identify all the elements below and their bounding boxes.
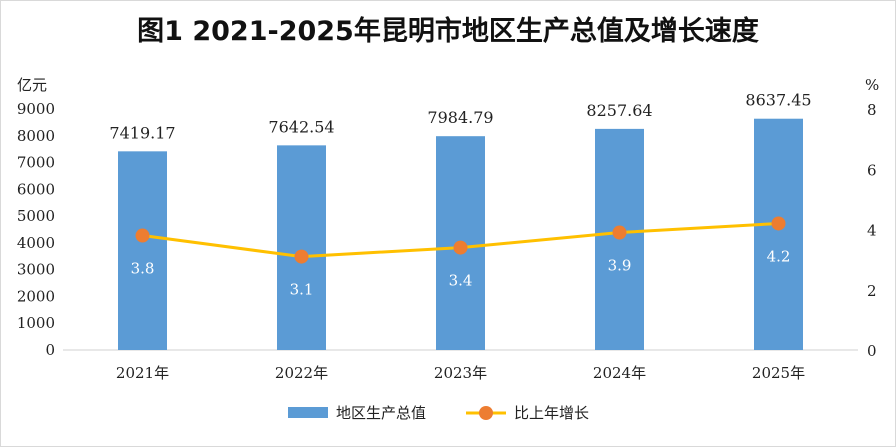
growth-marker — [612, 225, 627, 240]
bar-value-label: 7419.17 — [109, 123, 175, 142]
y-right-tick-label: 2 — [867, 282, 877, 300]
x-tick-label: 2023年 — [434, 364, 487, 382]
growth-marker — [135, 228, 150, 243]
x-tick-label: 2022年 — [275, 364, 328, 382]
chart-title: 图1 2021-2025年昆明市地区生产总值及增长速度 — [137, 16, 759, 47]
y-left-tick-label: 2000 — [17, 287, 55, 305]
legend-bar-swatch — [288, 407, 328, 418]
x-tick-label: 2025年 — [752, 364, 805, 382]
growth-value-label: 3.9 — [608, 257, 632, 275]
bar-value-label: 8637.45 — [745, 91, 811, 110]
growth-marker — [453, 240, 468, 255]
y-left-tick-label: 6000 — [17, 180, 55, 198]
y-right-unit: % — [865, 76, 879, 94]
y-left-unit: 亿元 — [17, 76, 47, 94]
growth-value-label: 3.8 — [131, 260, 155, 278]
y-left-tick-label: 8000 — [17, 127, 55, 145]
growth-value-label: 3.4 — [449, 272, 473, 290]
y-left-tick-label: 3000 — [17, 261, 55, 279]
bar-value-label: 7642.54 — [268, 117, 334, 136]
bar-value-label: 8257.64 — [586, 101, 652, 120]
growth-marker — [771, 216, 786, 231]
y-left-tick-label: 5000 — [17, 207, 55, 225]
bar — [118, 151, 167, 350]
y-right-tick-label: 4 — [867, 222, 877, 240]
y-left-tick-label: 4000 — [17, 234, 55, 252]
legend-bar-label: 地区生产总值 — [336, 404, 426, 422]
y-right-tick-label: 6 — [867, 161, 877, 179]
bar — [277, 145, 326, 350]
x-tick-label: 2021年 — [116, 364, 169, 382]
growth-value-label: 4.2 — [767, 247, 791, 265]
growth-marker — [294, 249, 309, 264]
y-left-tick-label: 7000 — [17, 154, 55, 172]
y-right-tick-label: 0 — [867, 342, 877, 360]
y-left-tick-label: 9000 — [17, 100, 55, 118]
y-left-tick-label: 1000 — [17, 314, 55, 332]
legend-line-marker — [479, 406, 493, 420]
bar-value-label: 7984.79 — [427, 108, 493, 127]
y-right-tick-label: 8 — [867, 101, 877, 119]
legend-line-label: 比上年增长 — [514, 404, 589, 422]
y-left-tick-label: 0 — [45, 341, 55, 359]
growth-value-label: 3.1 — [290, 281, 314, 299]
bar — [754, 118, 803, 350]
x-tick-label: 2024年 — [593, 364, 646, 382]
